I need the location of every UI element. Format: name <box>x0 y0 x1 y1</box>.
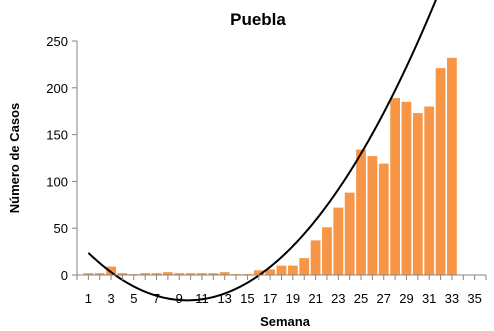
bar-week-25 <box>356 149 366 275</box>
bar-week-8 <box>163 272 173 275</box>
x-tick-label-21: 21 <box>308 291 322 306</box>
y-tick-label-250: 250 <box>46 34 68 49</box>
x-tick-label-35: 35 <box>467 291 481 306</box>
bar-week-29 <box>401 101 412 275</box>
y-ticks-group: 0 50 100 150 200 250 <box>46 34 77 283</box>
y-tick-label-50: 50 <box>54 221 68 236</box>
bar-week-6 <box>140 273 151 275</box>
bar-week-18 <box>276 265 287 275</box>
chart-title: Puebla <box>230 10 286 29</box>
x-tick-label-23: 23 <box>331 291 345 306</box>
bar-week-20 <box>299 258 310 275</box>
x-tick-label-7: 7 <box>153 291 160 306</box>
bar-week-2 <box>94 273 105 275</box>
bar-week-13 <box>219 272 230 275</box>
bars-group <box>83 57 457 276</box>
x-tick-label-33: 33 <box>445 291 459 306</box>
bar-week-9 <box>174 273 185 275</box>
y-tick-label-150: 150 <box>46 128 68 143</box>
x-tick-label-29: 29 <box>399 291 413 306</box>
bar-week-33 <box>447 57 457 275</box>
x-ticks-group: 1 3 5 7 9 11 13 15 17 19 21 23 25 27 29 31 33 35 <box>76 275 487 306</box>
bar-week-12 <box>208 273 219 275</box>
x-tick-label-31: 31 <box>422 291 436 306</box>
bar-week-21 <box>310 240 321 275</box>
y-tick-label-0: 0 <box>61 268 68 283</box>
bar-week-7 <box>151 273 162 275</box>
bar-week-11 <box>197 273 207 275</box>
bar-week-31 <box>424 106 435 276</box>
y-tick-label-200: 200 <box>46 81 68 96</box>
x-tick-label-19: 19 <box>286 291 300 306</box>
x-tick-label-5: 5 <box>130 291 137 306</box>
x-tick-label-15: 15 <box>240 291 254 306</box>
bar-week-16 <box>253 270 264 275</box>
bar-week-32 <box>435 68 446 275</box>
bar-week-23 <box>333 207 344 275</box>
x-tick-label-25: 25 <box>354 291 368 306</box>
bar-week-1 <box>83 273 94 275</box>
bar-week-3 <box>106 266 116 275</box>
bar-week-22 <box>322 227 332 275</box>
bar-week-27 <box>378 163 389 275</box>
trendline <box>87 0 437 302</box>
x-tick-label-1: 1 <box>85 291 92 306</box>
bar-week-26 <box>367 156 378 275</box>
trendline-group <box>87 0 437 302</box>
bar-week-30 <box>412 113 423 275</box>
y-axis-label: Número de Casos <box>7 103 22 214</box>
bar-week-24 <box>344 192 355 275</box>
bar-week-17 <box>265 269 276 275</box>
x-tick-label-13: 13 <box>217 291 231 306</box>
x-tick-label-3: 3 <box>107 291 114 306</box>
bar-week-4 <box>117 273 128 275</box>
y-tick-label-100: 100 <box>46 174 68 189</box>
x-axis-label: Semana <box>260 314 311 329</box>
bar-week-28 <box>390 98 400 275</box>
x-tick-label-17: 17 <box>263 291 277 306</box>
x-tick-label-27: 27 <box>377 291 391 306</box>
bar-week-19 <box>287 265 298 275</box>
x-tick-label-11: 11 <box>195 291 209 306</box>
bar-week-10 <box>185 273 196 275</box>
x-tick-label-9: 9 <box>176 291 183 306</box>
